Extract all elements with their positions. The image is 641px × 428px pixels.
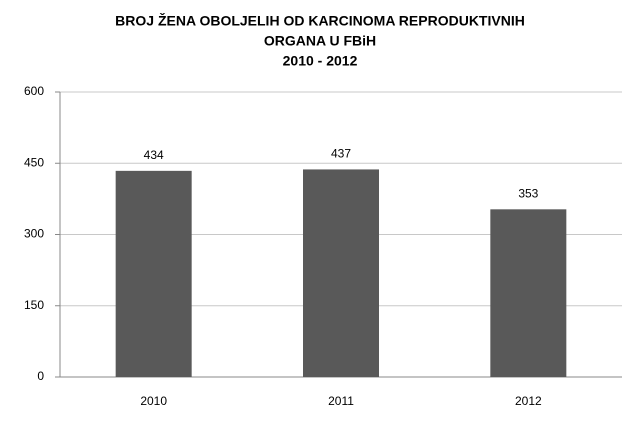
data-label: 437 bbox=[331, 147, 351, 161]
data-label: 353 bbox=[518, 186, 538, 200]
bar bbox=[303, 169, 379, 377]
y-tick-label: 0 bbox=[37, 369, 44, 383]
chart-title: ORGANA U FBiH bbox=[264, 33, 376, 49]
y-tick-label: 600 bbox=[24, 84, 44, 98]
data-label: 434 bbox=[144, 148, 164, 162]
bar bbox=[115, 170, 192, 377]
y-tick-label: 300 bbox=[24, 227, 44, 241]
y-tick-label: 450 bbox=[24, 155, 44, 169]
chart-title: BROJ ŽENA OBOLJELIH OD KARCINOMA REPRODU… bbox=[115, 12, 525, 29]
chart-title: 2010 - 2012 bbox=[283, 53, 358, 69]
x-tick-label: 2012 bbox=[515, 394, 542, 408]
x-tick-label: 2011 bbox=[328, 394, 354, 408]
y-tick-label: 150 bbox=[24, 298, 44, 312]
bar bbox=[490, 209, 567, 377]
x-tick-label: 2010 bbox=[140, 394, 167, 408]
